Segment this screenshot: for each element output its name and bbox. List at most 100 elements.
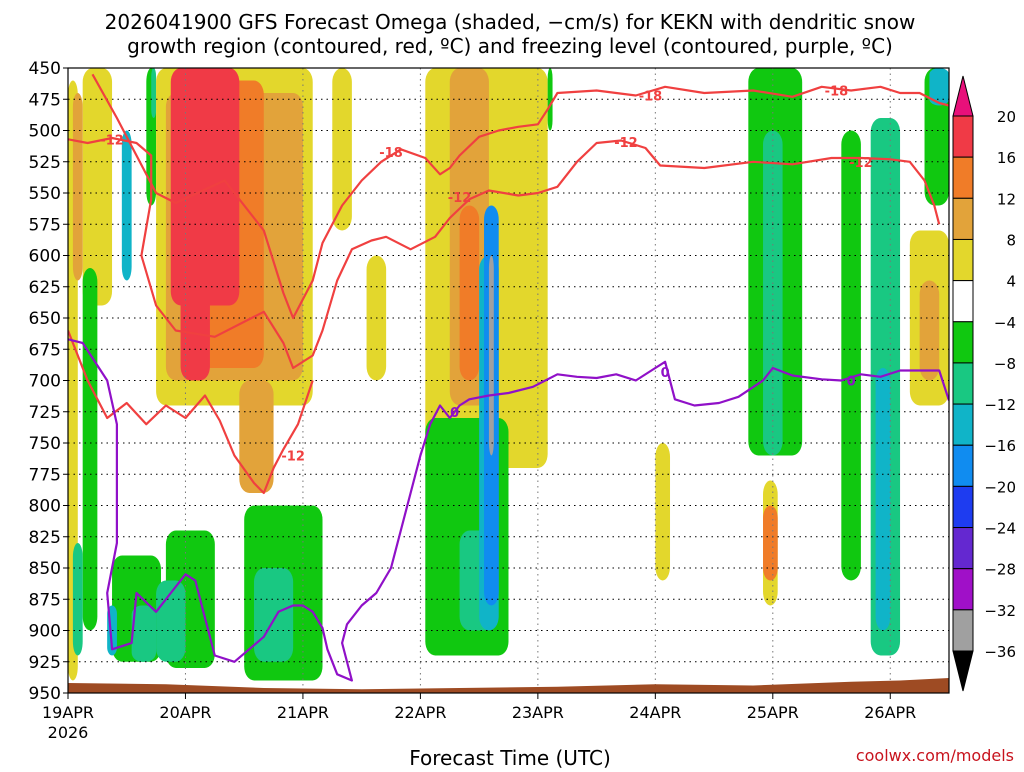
colorbar-segment-12 — [952, 609, 974, 652]
omega-region-16 — [239, 380, 274, 493]
dgz-contour-1-label-3: -12 — [849, 156, 873, 171]
y-tick-label-875: 875 — [29, 590, 61, 610]
y-tick-label-850: 850 — [29, 559, 61, 579]
y-tick-label-800: 800 — [29, 497, 61, 517]
colorbar-segment-5 — [952, 321, 974, 364]
x-tick-label-26APR: 26APR — [864, 703, 916, 722]
omega-region-5 — [121, 130, 132, 281]
contours-layer: -12 -12 -12 -12 -12 -18 -18 -18 0 0 0 — [68, 73, 949, 693]
colorbar-label-3: 8 — [1006, 231, 1016, 249]
colorbar-segment-1 — [952, 156, 974, 199]
colorbar-segment-6 — [952, 362, 974, 405]
colorbar-label-11: −28 — [984, 561, 1016, 579]
colorbar-segment-4 — [952, 280, 974, 323]
colorbar-label-10: −24 — [984, 520, 1016, 538]
colorbar-segment-9 — [952, 485, 974, 529]
omega-region-41 — [919, 280, 940, 381]
omega-region-1 — [82, 68, 113, 306]
colorbar-segment-7 — [952, 403, 974, 446]
dgz-contour-0 — [68, 330, 314, 495]
colorbar-segment-2 — [952, 197, 974, 240]
omega-region-25 — [459, 205, 480, 381]
omega-region-39 — [875, 368, 891, 631]
colorbar-segment-8 — [952, 444, 974, 487]
colorbar-label-13: −36 — [984, 643, 1016, 661]
freezing-level-contour-label-0: 0 — [450, 406, 459, 421]
dgz-contour-1-label-2: -12 — [614, 136, 638, 151]
y-tick-label-625: 625 — [29, 278, 61, 298]
colorbar-top-arrow — [952, 75, 974, 117]
dgz-contour-1 — [68, 136, 941, 370]
colorbar-label-2: 12 — [997, 190, 1016, 208]
y-tick-label-650: 650 — [29, 309, 61, 329]
y-tick-label-475: 475 — [29, 90, 61, 110]
x-tick-label-25APR: 25APR — [747, 703, 799, 722]
y-tick-label-750: 750 — [29, 434, 61, 454]
freezing-level-contour-label-2: 0 — [847, 375, 856, 390]
y-tick-label-725: 725 — [29, 403, 61, 423]
colorbar: 20 16 12 8 4 −4 −8 −12 −16 −20 −24 −28 −32 −36 — [952, 75, 1016, 692]
colorbar-label-4: 4 — [1006, 273, 1016, 291]
y-tick-label-675: 675 — [29, 340, 61, 360]
omega-region-43 — [929, 68, 949, 106]
colorbar-segment-0 — [952, 115, 974, 158]
colorbar-label-9: −20 — [984, 478, 1016, 496]
colorbar-label-12: −32 — [984, 602, 1016, 620]
omega-region-4 — [72, 543, 83, 656]
chart-title-line2: growth region (contoured, red, ºC) and f… — [127, 34, 893, 58]
x-tick-label-22APR: 22APR — [394, 703, 446, 722]
colorbar-label-5: −4 — [994, 314, 1016, 332]
y-tick-label-950: 950 — [29, 684, 61, 704]
x-axis-label: Forecast Time (UTC) — [409, 746, 611, 768]
dgz-contour-1-label-1: -12 — [448, 191, 472, 206]
dgz-contour-2-label-0: -18 — [379, 146, 403, 161]
y-tick-label-575: 575 — [29, 215, 61, 235]
axes-layer: 450 475 500 525 550 575 600 625 650 675 700 725 750 7… — [29, 59, 950, 742]
omega-region-2 — [72, 93, 83, 281]
omega-region-10 — [151, 68, 157, 118]
y-tick-label-550: 550 — [29, 184, 61, 204]
omega-region-31 — [547, 68, 553, 131]
colorbar-bottom-arrow — [952, 650, 974, 692]
y-tick-label-825: 825 — [29, 528, 61, 548]
omega-region-34 — [763, 505, 778, 581]
dgz-contour-2 — [91, 73, 949, 320]
x-year-label: 2026 — [48, 723, 89, 742]
y-tick-label-500: 500 — [29, 122, 61, 142]
colorbar-label-0: 20 — [997, 108, 1016, 126]
y-tick-label-450: 450 — [29, 59, 61, 79]
omega-shading-layer — [68, 68, 949, 681]
y-tick-label-600: 600 — [29, 247, 61, 267]
colorbar-segment-11 — [952, 568, 974, 611]
omega-region-30 — [488, 255, 494, 456]
omega-region-21 — [332, 68, 352, 231]
y-tick-label-700: 700 — [29, 372, 61, 392]
omega-region-37 — [841, 130, 861, 581]
x-tick-label-24APR: 24APR — [629, 703, 681, 722]
dgz-contour-1-label-0: -12 — [100, 133, 124, 148]
omega-region-20 — [253, 568, 294, 662]
freezing-level-contour — [68, 338, 949, 682]
dgz-contour-2-label-2: -18 — [825, 85, 849, 100]
colorbar-label-8: −16 — [984, 437, 1016, 455]
omega-region-7 — [131, 605, 157, 662]
colorbar-segment-3 — [952, 238, 974, 282]
colorbar-label-6: −8 — [994, 355, 1016, 373]
chart-title-line1: 2026041900 GFS Forecast Omega (shaded, −… — [105, 10, 916, 34]
y-tick-label-925: 925 — [29, 653, 61, 673]
omega-region-3 — [82, 268, 98, 631]
y-tick-label-900: 900 — [29, 622, 61, 642]
x-tick-label-20APR: 20APR — [159, 703, 211, 722]
credit-text: coolwx.com/models — [856, 746, 1014, 765]
omega-region-32 — [655, 443, 671, 581]
colorbar-segment-10 — [952, 527, 974, 570]
colorbar-label-7: −12 — [984, 396, 1016, 414]
freezing-level-contour-label-1: 0 — [661, 366, 670, 381]
dgz-contour-2-label-1: -18 — [639, 90, 663, 105]
y-tick-label-775: 775 — [29, 465, 61, 485]
dgz-contour-0-label-0: -12 — [281, 450, 305, 465]
omega-region-15 — [180, 280, 210, 381]
terrain-fill — [68, 678, 949, 693]
